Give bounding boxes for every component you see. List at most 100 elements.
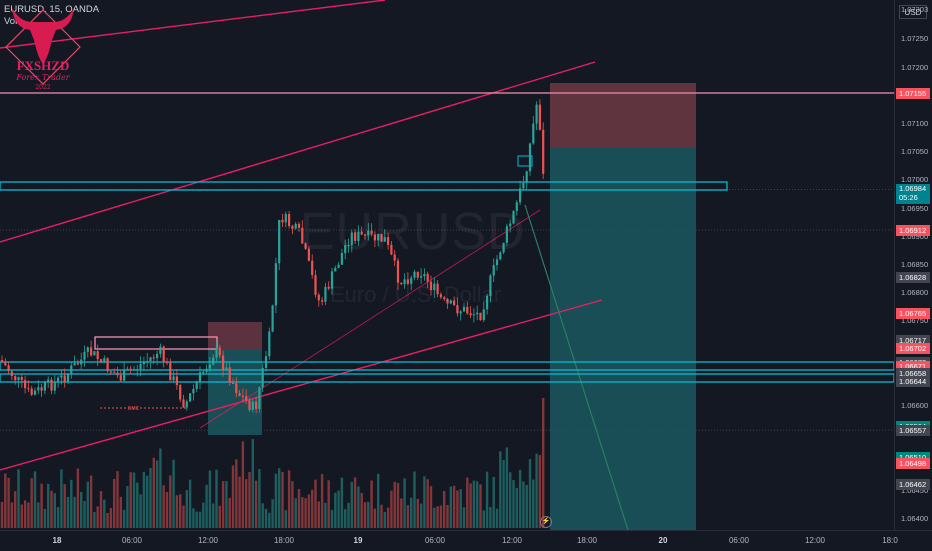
volume-bar [149,468,152,528]
candle-body [268,331,271,357]
price-tick: 1.06750 [901,316,929,326]
candle-body [129,368,132,371]
candle-body [439,294,442,298]
candle-body [198,372,202,383]
volume-bar [410,497,413,528]
candle-body [50,379,53,391]
volume-bar [152,457,155,528]
candle-body [119,375,122,381]
volume-bar [238,476,241,528]
candle-body [373,234,376,241]
candle-body [96,351,99,360]
time-tick: 19 [353,536,363,545]
volume-bar [380,504,383,528]
time-axis[interactable]: 18 06:00 12:00 18:00 19 06:00 12:00 18:00 20 06:0… [0,530,932,551]
price-axis[interactable]: USD 1.07303 1.07250 1.07200 1.07100 1.07050 1… [894,0,932,530]
volume-bar [221,481,225,528]
price-tick: 1.07303 [901,4,929,14]
volume-bar [195,511,198,528]
price-level-tag[interactable]: 1.07155 [896,88,930,100]
symbol-legend[interactable]: EURUSD, 15, OANDA [4,4,100,15]
candle-body [24,380,27,389]
price-level-tag[interactable]: 1.06557 [896,425,930,437]
volume-bar [43,508,47,528]
last-price-tag[interactable]: 1.06984 05:26 [896,184,930,205]
volume-bar [311,489,314,528]
price-tick: 1.07050 [901,147,929,157]
price-level-tag[interactable]: 1.06658 [896,368,930,380]
price-level-tag[interactable]: 1.06912 [896,225,930,237]
candle-body [390,244,393,255]
volume-bar [60,469,63,528]
volume-bar [518,469,522,528]
symbol-interval[interactable]: 15 [49,4,60,15]
price-level-tag[interactable]: 1.06510 [896,451,930,463]
volume-bar [499,451,502,528]
volume-bar [334,492,337,528]
volume-bar [119,496,122,528]
volume-bar [284,510,287,528]
trendline-inner [199,209,541,429]
candle-body [109,371,112,373]
volume-bar [231,465,235,528]
price-level-tag[interactable]: 1.06765 [896,307,930,319]
candle-body [57,377,60,382]
volume-bar [159,448,162,528]
volume-bar [416,498,419,528]
volume-bar [436,506,439,528]
price-level-tag[interactable]: 1.06717 [896,334,930,346]
candle-body [63,375,66,382]
candle-body [426,273,429,282]
candle-body [175,376,178,386]
volume-bar [248,472,251,528]
volume-bar [353,477,357,528]
volume-bar [297,489,301,528]
chart-canvas[interactable]: BMC [0,0,894,530]
price-level-tag[interactable]: 1.06644 [896,376,930,388]
candle-body [330,271,334,289]
volume-bar [56,507,60,528]
volume-bar [281,471,284,528]
volume-bar [344,509,347,528]
candle-body [340,253,343,265]
candle-body [27,388,30,390]
candle-body [393,254,396,261]
price-tick: 1.07100 [901,119,929,129]
symbol-pair[interactable]: EURUSD [4,4,45,15]
price-level-tag[interactable]: 1.06702 [896,343,930,355]
candle-body [73,363,76,366]
volume-bar [261,503,264,528]
volume-bar [363,502,367,528]
candle-body [482,309,485,321]
price-level-tag[interactable]: 1.06828 [896,272,930,284]
volume-bar [20,504,23,528]
volume-bar [129,472,132,528]
candle-body [515,202,518,212]
price-level-tag[interactable]: 1.06671 [896,360,930,372]
volume-bar [218,505,221,528]
volume-bar [17,469,20,528]
currency-button[interactable]: USD [899,5,927,19]
candle-body [152,357,155,359]
candle-body [528,143,532,172]
symbol-description-watermark: Euro / U.S. Dollar [330,282,502,307]
volume-bar [126,485,129,528]
price-tick: 1.06600 [901,400,929,410]
volume-bar [23,500,27,528]
candle-body [535,104,538,124]
volume-bar [373,508,377,528]
candle-body [324,286,327,302]
volume-bar [294,498,297,528]
candle-body [53,381,56,391]
price-level-tag[interactable]: 1.06462 [896,478,930,490]
volume-bar [50,490,53,528]
price-level-tag[interactable]: 1.06498 [896,458,930,470]
candle-body [0,360,4,363]
volume-bar [215,469,218,528]
candle-body [70,365,73,374]
candle-body [347,245,350,247]
chart-area[interactable]: BMC EURUSD Euro / U.S. Dollar EURUSD, 15… [0,0,894,530]
volume-legend[interactable]: Vol [4,16,18,27]
lightning-icon[interactable]: ⚡ [540,516,552,528]
candle-body [542,129,545,174]
